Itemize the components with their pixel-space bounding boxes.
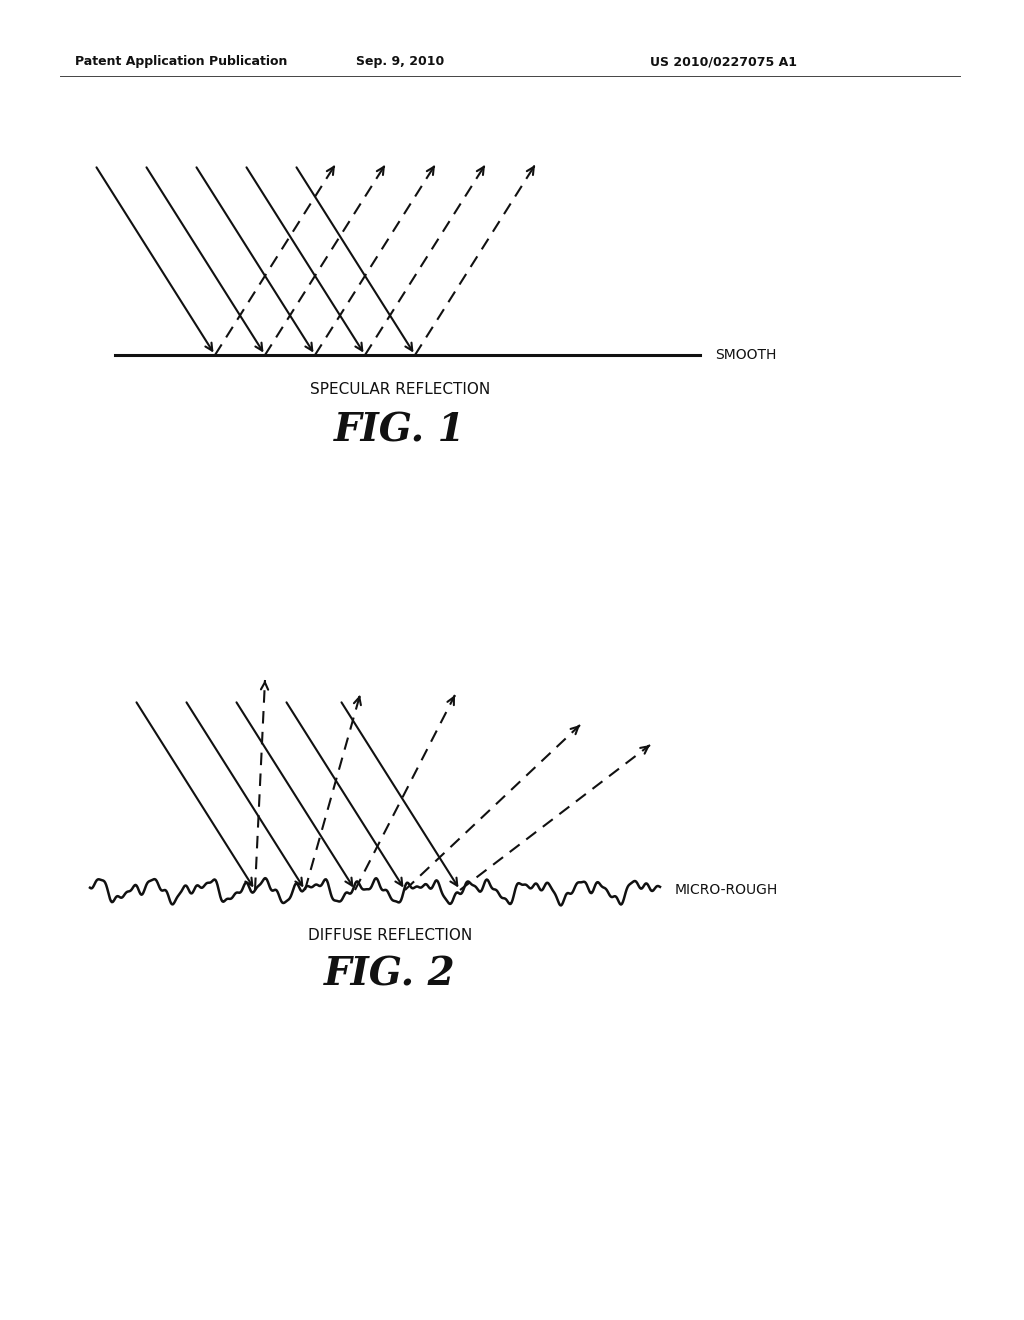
Text: SMOOTH: SMOOTH [715, 348, 776, 362]
Text: Patent Application Publication: Patent Application Publication [75, 55, 288, 69]
Text: SPECULAR REFLECTION: SPECULAR REFLECTION [310, 383, 490, 397]
Text: DIFFUSE REFLECTION: DIFFUSE REFLECTION [308, 928, 472, 942]
Text: US 2010/0227075 A1: US 2010/0227075 A1 [650, 55, 797, 69]
Text: FIG. 1: FIG. 1 [334, 411, 466, 449]
Text: Sep. 9, 2010: Sep. 9, 2010 [356, 55, 444, 69]
Text: MICRO-ROUGH: MICRO-ROUGH [675, 883, 778, 898]
Text: FIG. 2: FIG. 2 [325, 956, 456, 994]
